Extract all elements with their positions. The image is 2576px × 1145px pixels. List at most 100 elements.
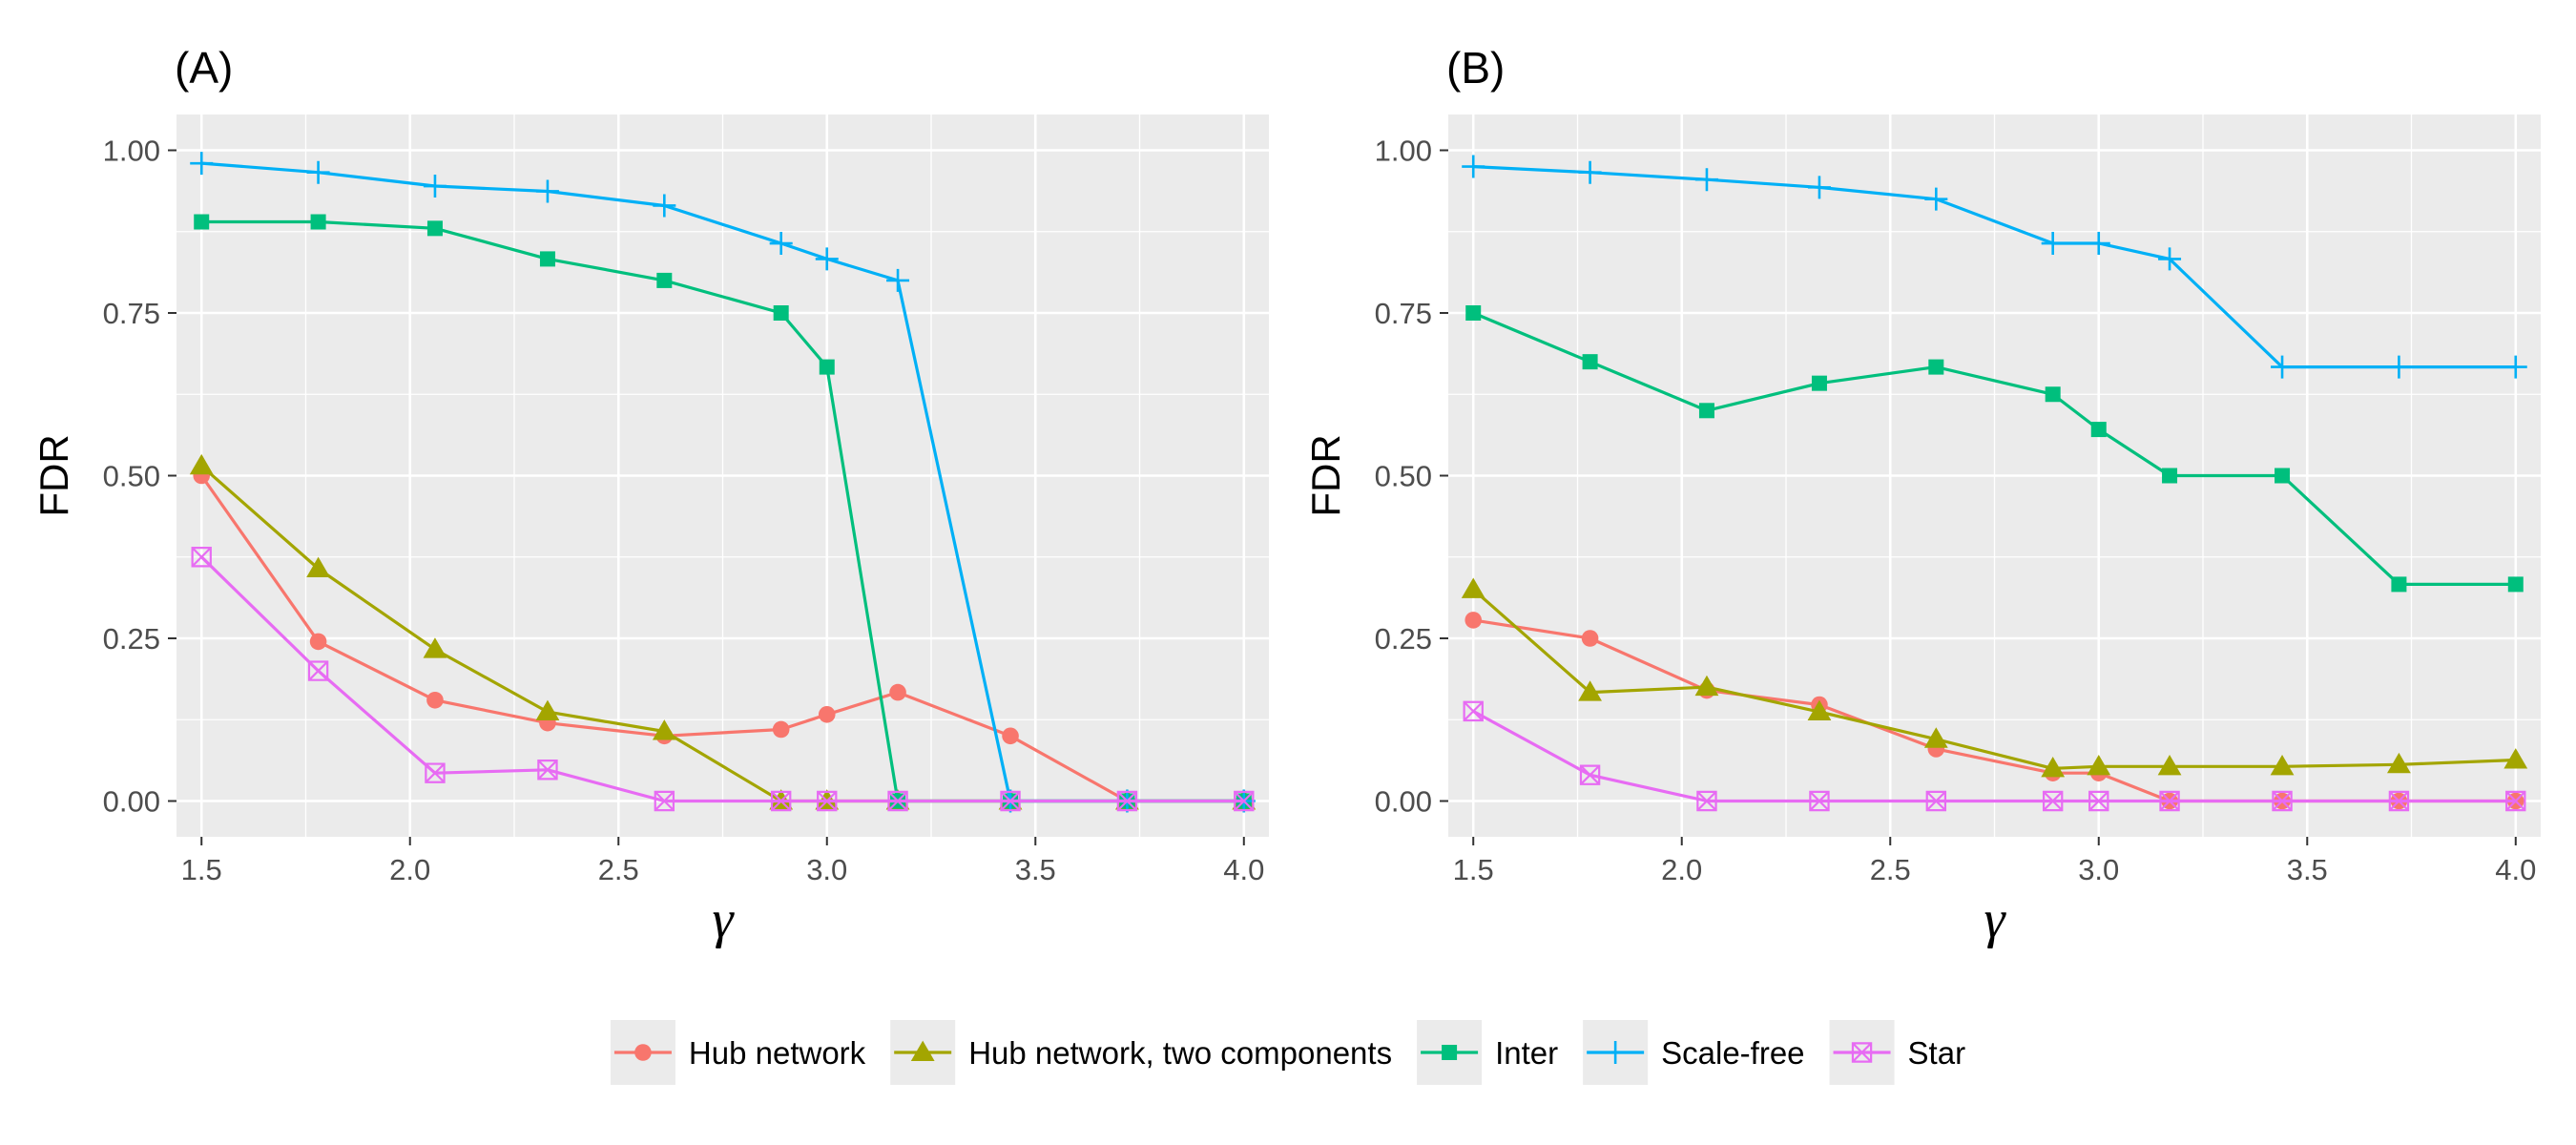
legend-item: Star: [1829, 1020, 1966, 1085]
data-point-hub-network-two-components: [189, 453, 214, 475]
data-point-star: [887, 790, 908, 812]
panel-2: 1.5 2.0 2.5 3.0 3.5 4.0 0.00 0.25 0.50 0.75 1.00 (B…: [1303, 43, 2541, 949]
y-tick-label: 1.00: [103, 135, 160, 168]
data-point-hub-network-two-components: [2270, 754, 2295, 776]
data-point-star: [1579, 764, 1601, 785]
x-tick-label: 3.5: [2287, 853, 2328, 886]
x-tick-label: 4.0: [2495, 853, 2536, 886]
data-point-scale-free: [1462, 155, 1485, 178]
y-tick-label: 0.25: [1375, 622, 1432, 656]
axes: 1.5 2.0 2.5 3.0 3.5 4.0 0.00 0.25 0.50 0.75 1.00: [103, 135, 1265, 886]
data-point-inter: [2391, 576, 2407, 593]
data-point-star: [817, 790, 838, 812]
legend: Hub network Hub network, two components In…: [610, 1020, 1966, 1085]
data-point-hub-network-two-components: [2041, 756, 2066, 778]
data-point-hub-network-two-components: [2503, 748, 2528, 769]
data-point-inter: [2045, 386, 2061, 403]
legend-item: Inter: [1417, 1020, 1558, 1085]
legend-item: Hub network: [610, 1020, 866, 1085]
data-point-hub-network-two-components: [1807, 699, 1832, 721]
data-point-inter: [2162, 468, 2178, 484]
series-inter: [1465, 305, 2524, 593]
data-point-star: [1925, 790, 1947, 812]
data-point-inter: [1582, 354, 1598, 370]
series-layer: [1461, 155, 2528, 812]
data-point-inter: [656, 272, 673, 288]
x-tick-label: 2.5: [1870, 853, 1911, 886]
data-point-inter: [194, 214, 210, 230]
data-point-star: [1463, 700, 1484, 722]
y-tick-label: 0.75: [103, 297, 160, 330]
x-tick-label: 2.5: [598, 853, 639, 886]
y-tick-label: 1.00: [1375, 135, 1432, 168]
x-tick-label: 3.0: [806, 853, 847, 886]
x-tick-label: 1.5: [1453, 853, 1494, 886]
data-point-star: [2159, 790, 2180, 812]
data-point-star: [1809, 790, 1830, 812]
data-point-star: [1000, 790, 1021, 812]
data-point-hub-network: [889, 683, 906, 701]
data-point-star: [2088, 790, 2109, 812]
data-point-scale-free: [2271, 355, 2295, 379]
data-point-star: [2272, 790, 2293, 812]
y-tick-label: 0.50: [103, 460, 160, 493]
data-point-scale-free: [769, 232, 793, 256]
x-tick-label: 1.5: [181, 853, 222, 886]
data-point-hub-network: [309, 633, 327, 651]
data-point-inter: [819, 359, 835, 375]
data-point-scale-free: [190, 152, 214, 176]
panel-1: 1.5 2.0 2.5 3.0 3.5 4.0 0.00 0.25 0.50 0.75 1.00 (A…: [31, 43, 1269, 949]
data-point-hub-network: [1002, 727, 1019, 745]
data-point-scale-free: [1924, 187, 1948, 211]
data-point-hub-network-two-components: [769, 789, 794, 810]
x-tick-label: 3.5: [1015, 853, 1056, 886]
data-point-scale-free: [2503, 355, 2527, 379]
data-point-star: [654, 790, 675, 812]
data-point-scale-free: [2041, 232, 2065, 256]
series-star: [191, 547, 1255, 812]
y-tick-label: 0.00: [1375, 784, 1432, 818]
data-point-scale-free: [1694, 168, 1718, 192]
legend-label: Hub network: [689, 1035, 866, 1071]
y-tick-label: 0.75: [1375, 297, 1432, 330]
data-point-scale-free: [2087, 232, 2110, 256]
data-point-star: [425, 762, 446, 783]
data-point-star: [770, 790, 792, 812]
axes: 1.5 2.0 2.5 3.0 3.5 4.0 0.00 0.25 0.50 0.75 1.00: [1375, 135, 2537, 886]
x-tick-label: 2.0: [389, 853, 430, 886]
data-point-inter: [1811, 375, 1827, 391]
data-point-inter: [1465, 305, 1482, 322]
data-point-star: [1696, 790, 1717, 812]
legend-marker: [1851, 1042, 1873, 1063]
data-point-inter: [2507, 576, 2524, 593]
data-point-hub-network: [1465, 612, 1483, 629]
x-tick-label: 3.0: [2078, 853, 2119, 886]
y-axis-label: FDR: [1303, 434, 1348, 516]
data-point-inter: [310, 214, 326, 230]
legend-marker: [1442, 1045, 1458, 1060]
legend-item: Hub network, two components: [890, 1020, 1392, 1085]
panel-title: (B): [1446, 43, 1505, 93]
data-point-hub-network-two-components: [2387, 752, 2411, 774]
data-point-hub-network-two-components: [535, 699, 560, 721]
data-point-scale-free: [1578, 160, 1602, 184]
y-tick-label: 0.50: [1375, 460, 1432, 493]
legend-label: Star: [1908, 1035, 1966, 1071]
data-point-hub-network: [772, 720, 790, 739]
data-point-hub-network-two-components: [1461, 577, 1485, 598]
data-point-inter: [426, 220, 443, 237]
x-axis-label: γ: [1984, 890, 2006, 949]
data-point-hub-network-two-components: [1923, 727, 1948, 748]
series-scale-free: [1462, 155, 2527, 379]
series-star: [1463, 700, 2526, 812]
data-point-star: [1116, 790, 1138, 812]
data-point-hub-network-two-components: [423, 637, 447, 658]
legend-label: Inter: [1495, 1035, 1558, 1071]
data-point-hub-network-two-components: [1578, 680, 1602, 701]
data-point-star: [537, 760, 558, 781]
data-point-hub-network-two-components: [1694, 675, 1719, 697]
data-point-scale-free: [1807, 176, 1831, 199]
y-tick-label: 0.00: [103, 784, 160, 818]
data-point-scale-free: [815, 247, 839, 271]
